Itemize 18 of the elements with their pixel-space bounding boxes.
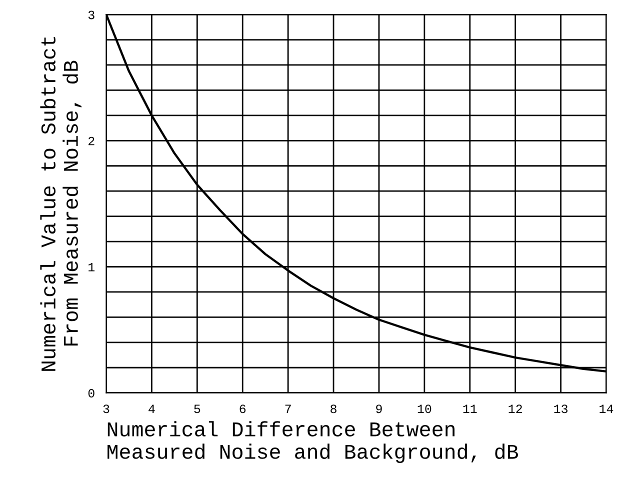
x-tick-label: 8 [330,404,336,414]
y-tick-label: 1 [88,263,95,272]
x-axis-title: Numerical Difference Between Measured Noise and Background, dB [108,421,518,464]
x-tick-label: 12 [508,404,522,414]
x-tick-label: 6 [240,404,246,414]
x-tick-label: 11 [463,404,477,414]
x-tick-label: 4 [148,404,155,414]
y-axis-title: Numerical Value to Subtract From Measured Noise, dB [40,37,82,371]
x-tick-label: 14 [600,404,614,414]
x-tick-label: 10 [418,404,432,414]
x-tick-label: 7 [285,404,291,414]
x-tick-label: 13 [554,404,568,414]
x-tick-label: 9 [376,404,382,414]
y-tick-label: 3 [88,10,94,20]
y-tick-label: 2 [88,136,94,146]
x-tick-label: 3 [103,404,110,414]
y-tick-label: 0 [88,389,94,398]
x-tick-label: 5 [194,404,200,414]
